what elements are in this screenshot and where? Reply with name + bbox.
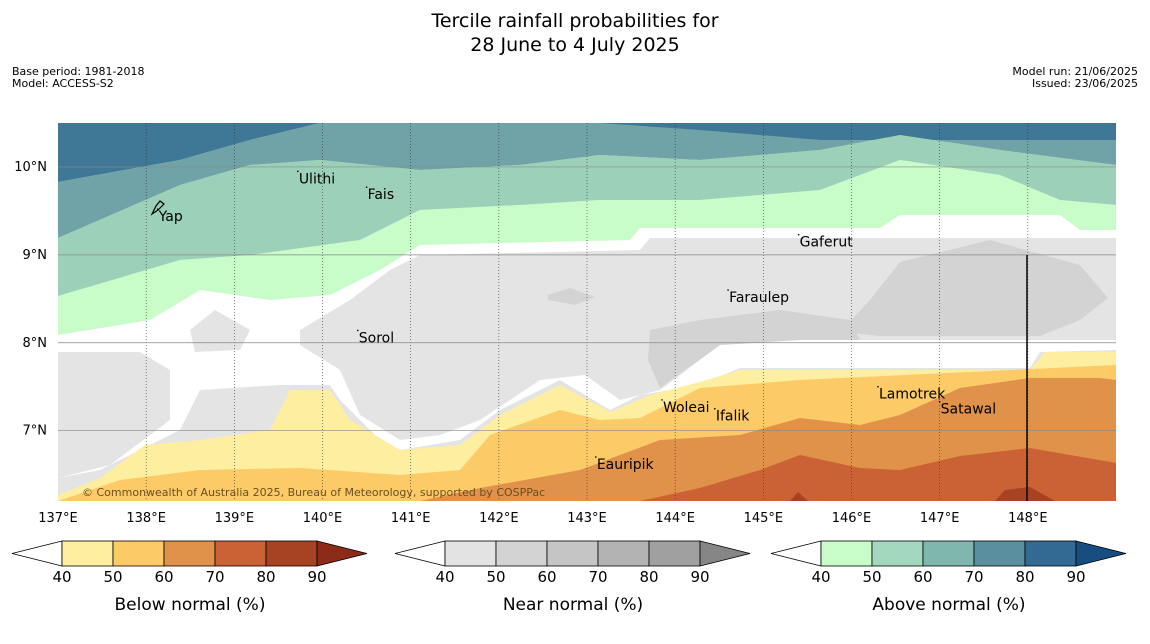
- island-marker: [356, 329, 359, 332]
- colorbar-tick-label: 70: [205, 568, 224, 586]
- colorbar-segment: [163, 540, 216, 567]
- colorbar-extend-low: [770, 540, 822, 567]
- colorbar-extend-low: [394, 540, 446, 567]
- island-marker: [595, 456, 597, 458]
- colorbar-tick-label: 60: [913, 568, 932, 586]
- map-title-line2: 28 June to 4 July 2025: [470, 34, 680, 56]
- map-title-line1: Tercile rainfall probabilities for: [431, 10, 719, 32]
- colorbar-title: Above normal (%): [872, 595, 1025, 615]
- place-label: Satawal: [941, 402, 996, 418]
- model-text: Model: ACCESS-S2: [12, 77, 114, 90]
- island-marker: [877, 385, 879, 388]
- colorbar-segment: [648, 540, 701, 567]
- longitude-label: 143°E: [567, 511, 607, 526]
- colorbar-tick-label: 80: [256, 568, 275, 586]
- model-run-text: Model run: 21/06/2025: [1012, 65, 1138, 78]
- longitude-label: 142°E: [479, 511, 519, 526]
- colorbar-tick-label: 50: [486, 568, 505, 586]
- axis-labels: 137°E 138°E 139°E 140°E 141°E 142°E 143°E 144°E…: [14, 160, 1047, 526]
- run-info: Model run: 21/06/2025 Issued: 23/06/2025: [1012, 66, 1138, 90]
- longitude-label: 140°E: [303, 511, 343, 526]
- colorbar-tick-label: 90: [307, 568, 326, 586]
- place-label: Eauripik: [597, 457, 655, 473]
- colorbar-segment: [973, 540, 1026, 567]
- colorbar-segment: [546, 540, 599, 567]
- latitude-label: 7°N: [23, 424, 48, 439]
- island-marker: [727, 289, 729, 291]
- island-marker: [156, 208, 159, 210]
- longitude-label: 141°E: [391, 511, 431, 526]
- place-label: Fais: [368, 187, 395, 203]
- colorbar-segment: [61, 540, 114, 567]
- copyright-credit: © Commonwealth of Australia 2025, Bureau…: [82, 486, 545, 499]
- place-label: Yap: [158, 209, 183, 225]
- longitude-label: 138°E: [126, 511, 166, 526]
- place-label: Gaferut: [800, 235, 854, 251]
- colorbar: 40 50 60 70 80 90 Above normal (%): [770, 540, 1127, 615]
- colorbar-extend-high: [316, 540, 368, 567]
- colorbar-segment: [597, 540, 650, 567]
- longitude-label: 139°E: [215, 511, 255, 526]
- colorbar-segment: [112, 540, 165, 567]
- colorbar-title: Near normal (%): [503, 595, 643, 615]
- colorbar-tick-label: 40: [435, 568, 454, 586]
- island-marker: [365, 186, 368, 188]
- latitude-label: 9°N: [23, 248, 48, 263]
- colorbar-segment: [444, 540, 497, 567]
- island-marker: [661, 399, 663, 401]
- longitude-label: 147°E: [920, 511, 960, 526]
- colorbar-tick-label: 40: [52, 568, 71, 586]
- colorbar-tick-label: 80: [639, 568, 658, 586]
- place-label: Woleai: [663, 400, 710, 416]
- base-info: Base period: 1981-2018 Model: ACCESS-S2: [12, 66, 144, 90]
- colorbar-segment: [495, 540, 548, 567]
- colorbar-tick-label: 80: [1015, 568, 1034, 586]
- colorbar-tick-label: 60: [154, 568, 173, 586]
- longitude-label: 144°E: [655, 511, 695, 526]
- place-label: Sorol: [359, 330, 394, 346]
- colorbar-title: Below normal (%): [115, 595, 266, 615]
- latitude-label: 10°N: [14, 160, 47, 175]
- place-labels: Yap Ulithi Fais Gaferut Faraulep Sorol Woleai I…: [156, 170, 996, 473]
- colorbar-tick-label: 50: [862, 568, 881, 586]
- island-marker: [714, 407, 716, 410]
- base-period-text: Base period: 1981-2018: [12, 65, 145, 78]
- colorbar-tick-label: 50: [103, 568, 122, 586]
- longitude-label: 148°E: [1008, 511, 1048, 526]
- colorbar-legends: 40 50 60 70 80 90 Below normal (%) 40 50 60 70 80 90…: [11, 540, 1127, 615]
- colorbar-tick-label: 70: [588, 568, 607, 586]
- colorbar-segment: [214, 540, 267, 567]
- colorbar-extend-low: [11, 540, 63, 567]
- colorbar-segment: [820, 540, 873, 567]
- island-marker: [797, 233, 800, 236]
- longitude-label: 137°E: [38, 511, 78, 526]
- colorbar-tick-label: 90: [690, 568, 709, 586]
- issued-text: Issued: 23/06/2025: [1031, 77, 1138, 90]
- colorbar: 40 50 60 70 80 90 Below normal (%): [11, 540, 368, 615]
- island-marker: [297, 170, 299, 173]
- colorbar-segment: [871, 540, 924, 567]
- colorbar-segment: [1024, 540, 1077, 567]
- place-label: Ulithi: [299, 171, 335, 187]
- colorbar: 40 50 60 70 80 90 Near normal (%): [394, 540, 751, 615]
- colorbar-tick-label: 90: [1066, 568, 1085, 586]
- latitude-label: 8°N: [23, 336, 48, 351]
- colorbar-tick-label: 40: [811, 568, 830, 586]
- longitude-label: 146°E: [832, 511, 872, 526]
- place-label: Faraulep: [729, 290, 789, 306]
- place-label: Lamotrek: [879, 387, 946, 403]
- graticule: [58, 123, 1116, 501]
- colorbar-extend-high: [699, 540, 751, 567]
- colorbar-tick-label: 70: [964, 568, 983, 586]
- colorbar-segment: [265, 540, 318, 567]
- yap-island-outline: [150, 200, 165, 216]
- colorbar-extend-high: [1075, 540, 1127, 567]
- island-marker: [938, 400, 941, 403]
- place-label: Ifalik: [716, 409, 750, 425]
- colorbar-tick-label: 60: [537, 568, 556, 586]
- longitude-label: 145°E: [744, 511, 784, 526]
- colorbar-segment: [922, 540, 975, 567]
